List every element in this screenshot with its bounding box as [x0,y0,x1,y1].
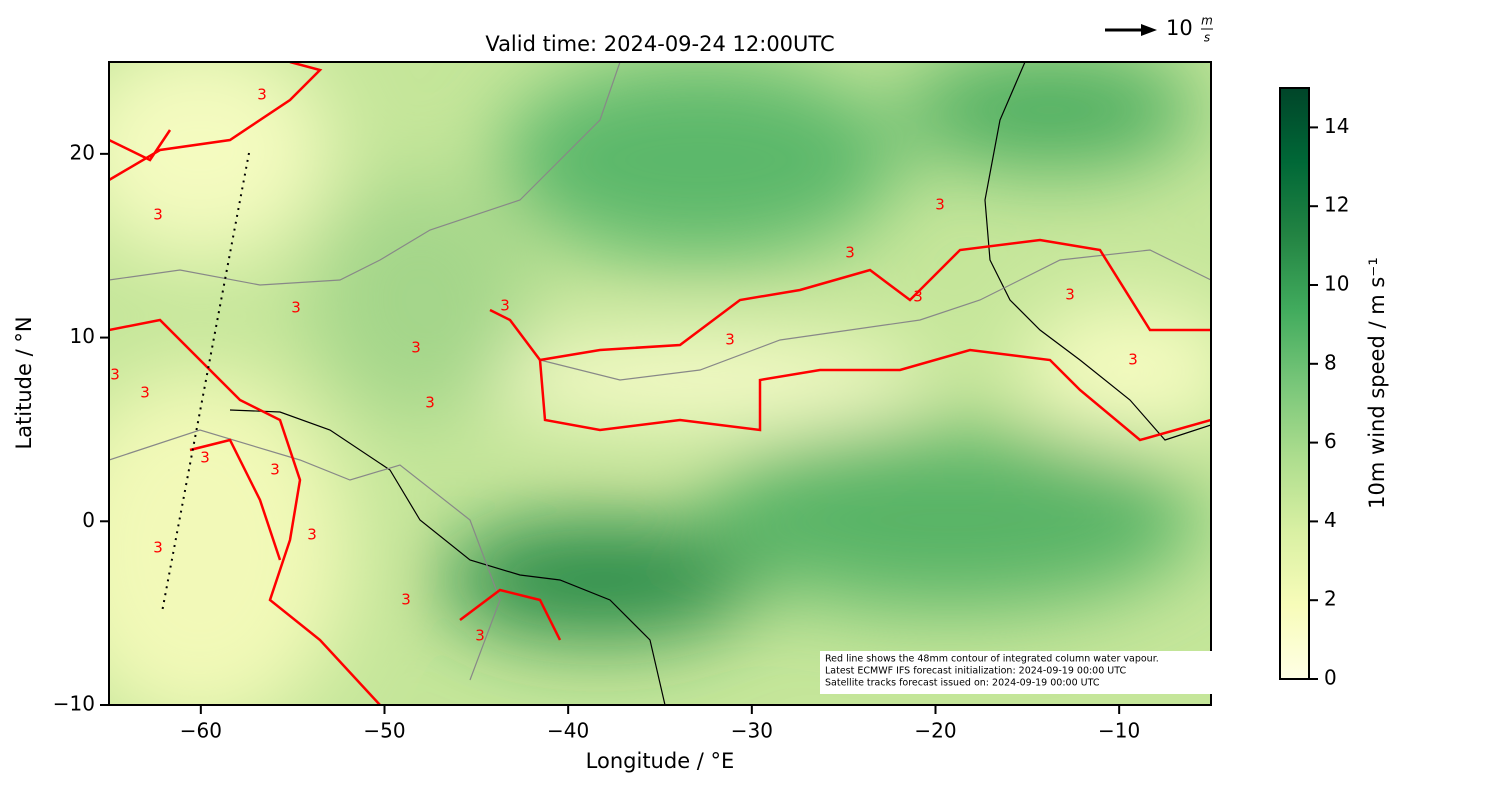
contour-label: 3 [140,384,150,402]
x-tick-label: −20 [914,719,956,743]
contour-label: 3 [200,449,210,467]
contour-line [109,62,621,286]
satellite-track [161,152,250,613]
contour-label: 3 [500,297,510,315]
colorbar-tick-label: 6 [1324,429,1337,453]
x-axis-label: Longitude / °E [586,749,735,773]
colorbar-tick-label: 8 [1324,350,1337,374]
colorbar-tick-label: 14 [1324,114,1349,138]
contour-labels: 3 3 3 3 3 3 3 3 3 3 3 3 3 3 3 3 3 3 3 3 [110,86,1138,645]
contour-label: 3 [401,591,411,609]
y-tick-label: 10 [70,324,95,348]
contour-label: 3 [425,394,435,412]
coastline [984,62,1211,441]
colorbar-tick-label: 12 [1324,193,1349,217]
colorbar-label: 10m wind speed / m s⁻¹ [1365,257,1389,509]
contour-label: 3 [1065,286,1075,304]
contour-label: 3 [913,288,923,306]
annotation-box [820,651,1214,694]
contour-line [539,249,1211,381]
x-tick-label: −60 [180,719,222,743]
contour-line [109,429,501,681]
wind-field [109,62,1211,705]
quiver-key-arrowhead [1141,24,1157,36]
colorbar [1279,87,1310,680]
contour-label: 3 [1128,351,1138,369]
contour-label: 3 [411,339,421,357]
y-axis-label: Latitude / °N [12,316,36,449]
x-tick-label: −40 [547,719,589,743]
x-tick-label: −50 [363,719,405,743]
quiver-key-unit: s [1204,31,1210,45]
coastline [229,409,666,705]
colorbar-tick-label: 2 [1324,587,1337,611]
iwv-contours [109,62,1211,705]
x-tick-label: −30 [731,719,773,743]
y-tick-label: 0 [82,508,95,532]
chart-title: Valid time: 2024-09-24 12:00UTC [485,32,834,56]
contour-label: 3 [475,627,485,645]
contour-label: 3 [725,331,735,349]
colorbar-tick-label: 0 [1324,666,1337,690]
contour [109,62,323,182]
contour-label: 3 [257,86,267,104]
contour [109,318,381,705]
y-tick-label: 20 [70,140,95,164]
quiver-key-unit: m [1201,14,1213,28]
coastlines [109,62,1211,705]
contour-label: 3 [153,206,163,224]
colorbar-tick-label: 10 [1324,272,1349,296]
colorbar-tick-label: 4 [1324,508,1337,532]
annotation: Red line shows the 48mm contour of integ… [825,654,1159,665]
y-tick-label: −10 [53,692,95,716]
quiver-key: 10 m s [1105,14,1213,45]
annotation: Satellite tracks forecast issued on: 202… [825,678,1100,689]
contour-label: 3 [291,299,301,317]
contour-label: 3 [153,539,163,557]
contour [489,238,1211,362]
contour-label: 3 [845,244,855,262]
annotation: Latest ECMWF IFS forecast initialization… [825,666,1126,677]
quiver-key-value: 10 [1166,16,1193,40]
x-tick-label: −10 [1098,719,1140,743]
contour [538,348,1211,442]
contour-label: 3 [935,196,945,214]
contour-label: 3 [307,526,317,544]
contour-label: 3 [270,461,280,479]
plot-frame [108,61,1212,706]
contour [189,438,562,641]
contour-label: 3 [110,366,120,384]
